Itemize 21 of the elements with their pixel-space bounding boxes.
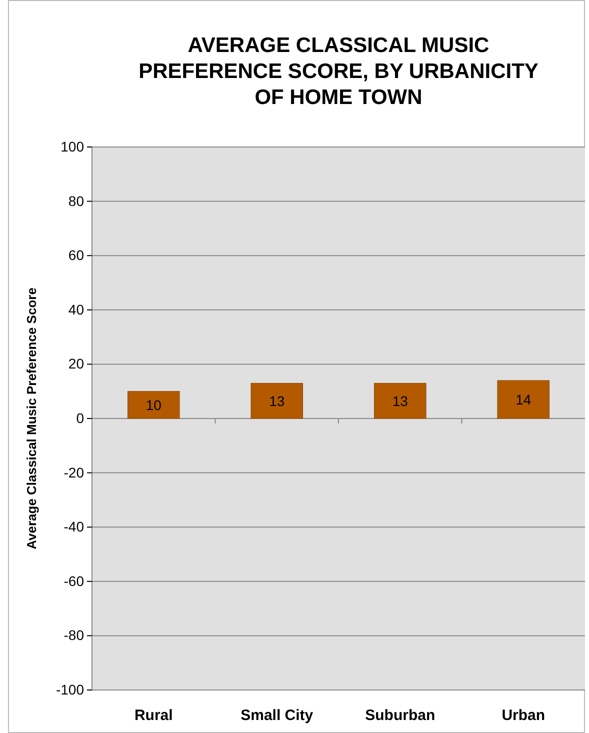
y-tick-label: 60 [68, 247, 84, 264]
x-tick-label: Urban [502, 707, 546, 724]
y-axis-title: Average Classical Music Preference Score [24, 288, 39, 550]
y-tick-label: -40 [64, 518, 84, 535]
x-tick-label: Suburban [365, 707, 436, 724]
data-label: 13 [269, 392, 285, 409]
data-label: 13 [392, 392, 408, 409]
y-tick-label: 0 [76, 410, 84, 426]
x-tick-label: Small City [240, 707, 314, 724]
data-label: 14 [516, 391, 532, 408]
y-tick-label: 20 [68, 356, 84, 372]
chart-title: AVERAGE CLASSICAL MUSIC PREFERENCE SCORE, BY URBANICITY OF HOME TOWN [138, 34, 538, 109]
y-tick-label: -60 [64, 572, 84, 589]
y-tick-label: -20 [64, 464, 84, 480]
y-tick-label: -100 [56, 681, 84, 698]
y-tick-label: -80 [64, 627, 84, 644]
y-tick-label: 100 [60, 138, 84, 154]
y-tick-label: 80 [68, 192, 84, 209]
x-tick-label: Rural [134, 707, 173, 724]
data-label: 10 [146, 396, 162, 413]
y-tick-label: 40 [68, 301, 84, 318]
